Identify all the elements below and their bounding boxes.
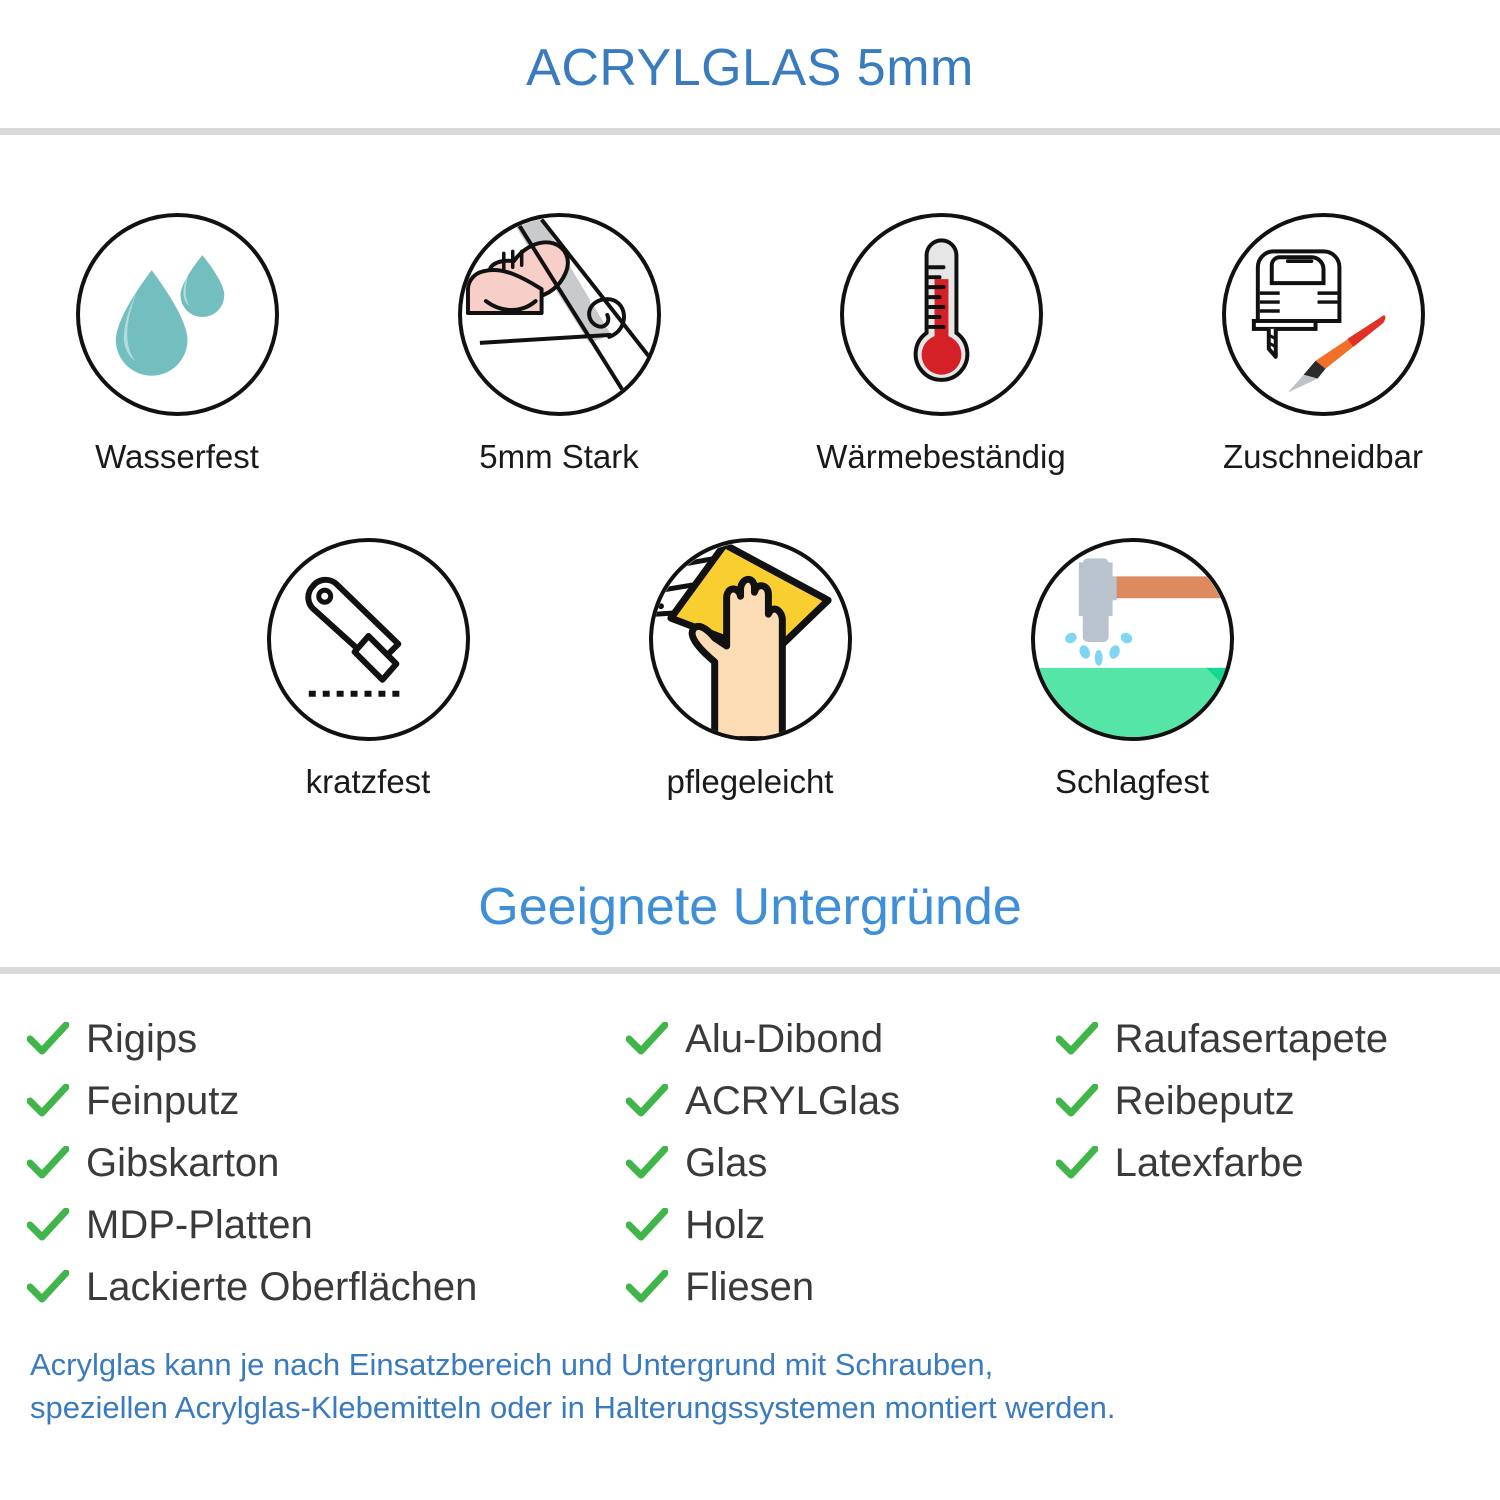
list-item-label: Fliesen <box>685 1265 815 1309</box>
list-item: Rigips <box>26 1008 625 1070</box>
check-icon <box>26 1267 70 1307</box>
feature-zuschneidbar: Zuschneidbar <box>1178 213 1468 476</box>
feature-label: Wasserfest <box>95 438 259 475</box>
list-item: Lackierte Oberflächen <box>26 1256 625 1318</box>
check-icon <box>1055 1019 1099 1059</box>
feature-row-2: kratzfest <box>0 538 1500 801</box>
jigsaw-cutter-icon <box>1251 248 1385 393</box>
feature-grid: Wasserfest <box>0 213 1500 801</box>
list-item: Holz <box>625 1194 1054 1256</box>
list-item-label: Gibskarton <box>86 1141 280 1185</box>
feature-label: Wärmebeständig <box>816 438 1066 475</box>
list-item: MDP-Platten <box>26 1194 625 1256</box>
list-item-label: MDP-Platten <box>86 1203 313 1247</box>
feature-wasserfest: Wasserfest <box>32 213 322 476</box>
feature-icon-circle <box>75 213 279 416</box>
substrate-column-1: Rigips Feinputz Gibskarton MDP-Platten <box>26 1008 625 1318</box>
flexing-arm-icon <box>465 217 657 402</box>
list-item-label: Lackierte Oberflächen <box>86 1265 478 1309</box>
feature-label: Zuschneidbar <box>1223 438 1423 475</box>
thermometer-icon <box>913 237 969 382</box>
footer-line-1: Acrylglas kann je nach Einsatzbereich un… <box>30 1347 994 1382</box>
check-icon <box>1055 1143 1099 1183</box>
feature-label: Schlagfest <box>1054 763 1210 800</box>
water-drops-icon <box>115 254 224 376</box>
check-icon <box>625 1267 669 1307</box>
list-item: Latexfarbe <box>1055 1132 1474 1194</box>
list-item-label: Latexfarbe <box>1114 1141 1304 1185</box>
feature-kratzfest: kratzfest <box>223 538 513 801</box>
list-item-label: Rigips <box>86 1017 198 1061</box>
feature-row-1: Wasserfest <box>0 213 1500 476</box>
list-item-label: Feinputz <box>86 1079 240 1123</box>
cutter-knife-icon <box>304 576 406 697</box>
list-item-label: Reibeputz <box>1114 1079 1295 1123</box>
check-icon <box>26 1019 70 1059</box>
check-icon <box>26 1205 70 1245</box>
section-divider <box>0 967 1500 974</box>
check-icon <box>625 1081 669 1121</box>
header-divider <box>0 128 1500 135</box>
feature-icon-circle <box>1221 213 1425 416</box>
list-item: Reibeputz <box>1055 1070 1474 1132</box>
feature-icon-circle <box>457 213 661 416</box>
feature-label: 5mm Stark <box>479 438 639 475</box>
feature-waermebestaendig: Wärmebeständig <box>796 213 1086 476</box>
hammer-impact-icon <box>1034 557 1230 737</box>
list-item: Gibskarton <box>26 1132 625 1194</box>
list-item-label: Holz <box>685 1203 766 1247</box>
check-icon <box>26 1143 70 1183</box>
list-item-label: ACRYLGlas <box>685 1079 901 1123</box>
section-title-substrates: Geeignete Untergründe <box>478 878 1022 936</box>
feature-icon-circle <box>839 213 1043 416</box>
check-icon <box>625 1143 669 1183</box>
substrate-checklist: Rigips Feinputz Gibskarton MDP-Platten <box>0 974 1500 1318</box>
list-item-label: Raufasertapete <box>1114 1017 1389 1061</box>
feature-schlagfest: Schlagfest <box>987 538 1277 801</box>
feature-pflegeleicht: pflegeleicht <box>605 538 895 801</box>
list-item: Fliesen <box>625 1256 1054 1318</box>
list-item: Glas <box>625 1132 1054 1194</box>
list-item: ACRYLGlas <box>625 1070 1054 1132</box>
feature-icon-circle <box>648 538 852 741</box>
check-icon <box>26 1081 70 1121</box>
list-item-label: Glas <box>685 1141 768 1185</box>
footer-line-2: speziellen Acrylglas-Klebemitteln oder i… <box>30 1389 1116 1425</box>
list-item: Feinputz <box>26 1070 625 1132</box>
page-title: ACRYLGLAS 5mm <box>526 39 974 97</box>
list-item-label: Alu-Dibond <box>685 1017 884 1061</box>
footer-note: Acrylglas kann je nach Einsatzbereich un… <box>0 1318 1500 1430</box>
feature-icon-circle <box>266 538 470 741</box>
check-icon <box>1055 1081 1099 1121</box>
list-item: Alu-Dibond <box>625 1008 1054 1070</box>
feature-label: pflegeleicht <box>666 763 834 800</box>
feature-icon-circle <box>1030 538 1234 741</box>
substrate-column-3: Raufasertapete Reibeputz Latexfarbe <box>1055 1008 1474 1318</box>
feature-label: kratzfest <box>305 763 431 800</box>
substrate-column-2: Alu-Dibond ACRYLGlas Glas Holz <box>625 1008 1054 1318</box>
check-icon <box>625 1019 669 1059</box>
feature-5mm-stark: 5mm Stark <box>414 213 704 476</box>
hand-cloth-icon <box>653 542 832 737</box>
header: ACRYLGLAS 5mm <box>0 0 1500 94</box>
check-icon <box>625 1205 669 1245</box>
list-item: Raufasertapete <box>1055 1008 1474 1070</box>
